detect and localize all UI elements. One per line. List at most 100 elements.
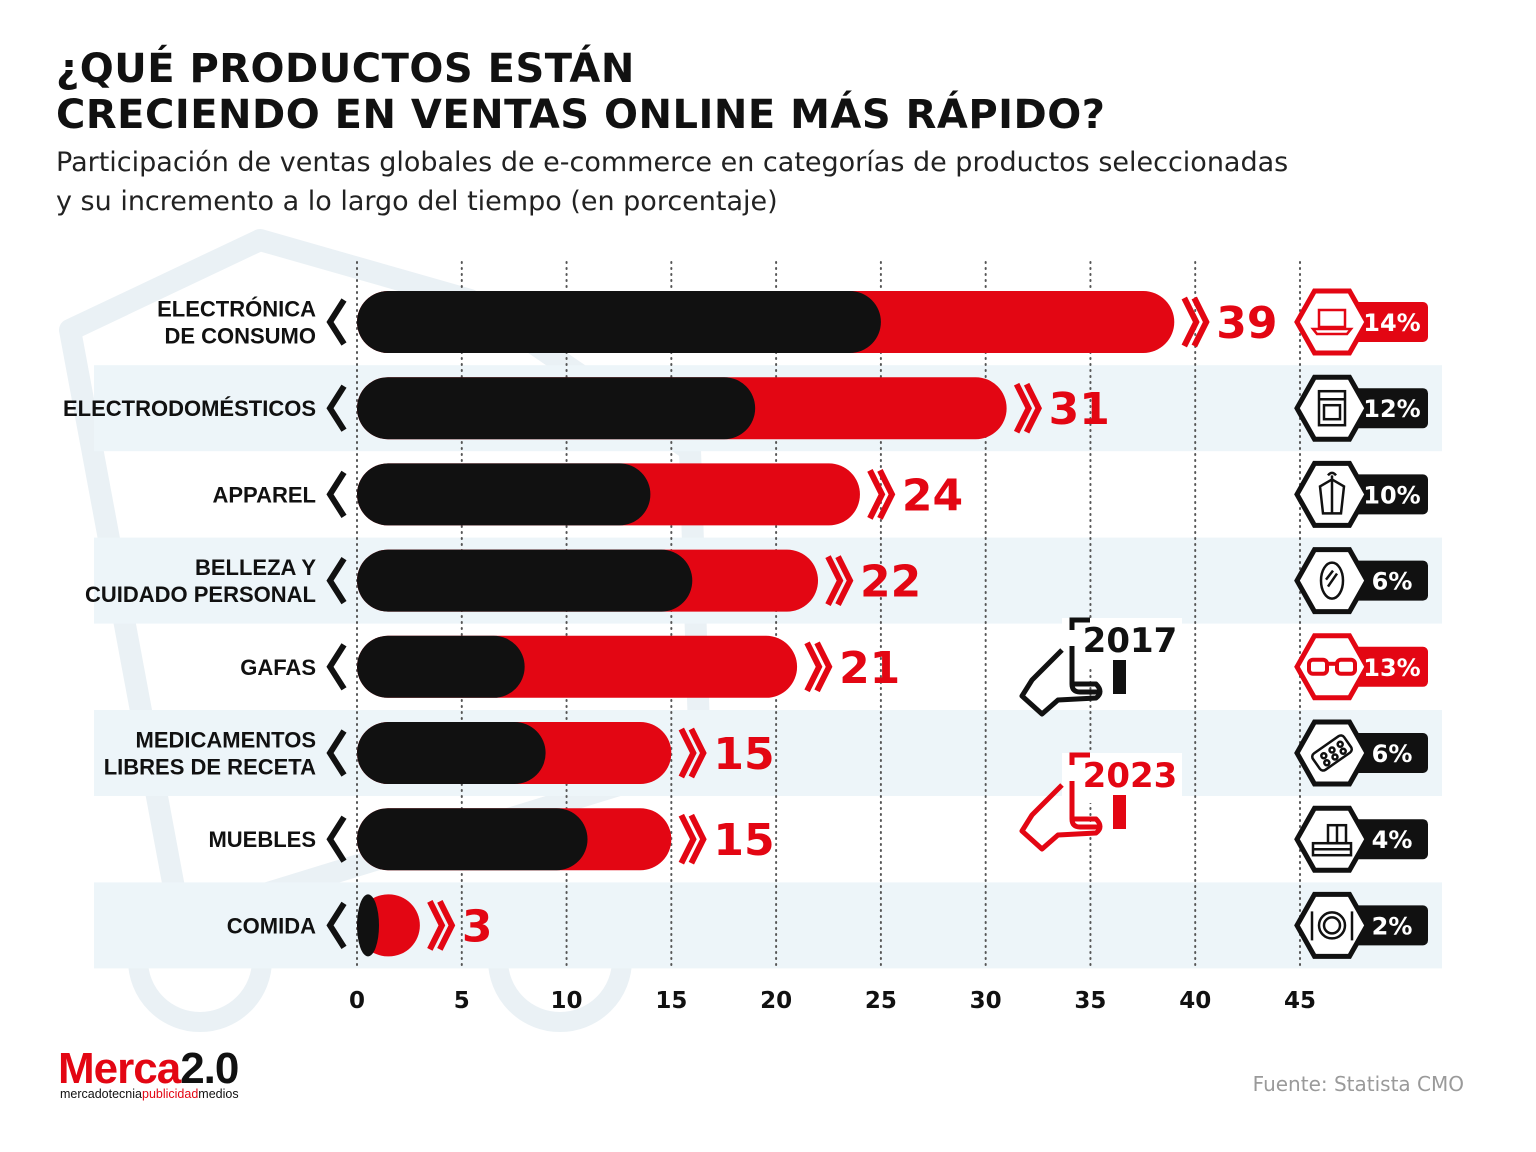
value-labels: 39 31 24 22 21 15 15 3 <box>427 296 1278 952</box>
category-label: APPAREL <box>213 482 317 507</box>
value-label: 15 <box>713 729 774 780</box>
category-label-line: MEDICAMENTOS <box>136 728 317 753</box>
subtitle-line-2: y su incremento a lo largo del tiempo (e… <box>56 186 778 217</box>
chevron-left-icon <box>326 815 347 863</box>
title-line-2: CRECIENDO EN VENTAS ONLINE MÁS RÁPIDO? <box>56 92 1106 138</box>
x-tick-label: 30 <box>970 988 1002 1014</box>
robe-icon <box>1318 471 1346 515</box>
legend-label: 2023 <box>1083 756 1178 796</box>
increase-label: 6% <box>1372 568 1413 596</box>
value-label: 39 <box>1216 298 1277 349</box>
legend-swatch <box>1113 660 1126 694</box>
increase-badge: 6% <box>1294 547 1428 615</box>
increase-label: 13% <box>1363 654 1420 682</box>
stove-icon <box>1317 389 1347 427</box>
category-label-line: APPAREL <box>213 482 317 507</box>
category-label-line: BELLEZA Y <box>195 555 316 580</box>
x-tick-label: 35 <box>1074 988 1106 1014</box>
furniture-icon <box>1311 823 1353 857</box>
chevron-right-icon <box>1181 296 1210 348</box>
x-tick-label: 20 <box>760 988 792 1014</box>
source-note: Fuente: Statista CMO <box>1252 1072 1464 1096</box>
logo-tagline-1: mercadotecnia <box>60 1087 142 1101</box>
legend-item: 2017 <box>1019 617 1182 717</box>
category-label-line: ELECTRÓNICA <box>157 297 316 322</box>
hexagon <box>1294 374 1370 442</box>
category-label-line: ELECTRODOMÉSTICOS <box>63 396 316 421</box>
chevron-right-icon <box>427 900 456 951</box>
value-label: 24 <box>902 470 963 521</box>
hand-icon <box>1019 648 1103 717</box>
chevron-left-icon <box>326 729 347 777</box>
logo-tagline: mercadotecniapublicidadmedios <box>60 1087 239 1101</box>
value-label: 3 <box>462 901 493 952</box>
increase-badge: 14% <box>1294 288 1428 356</box>
chevron-right-icon <box>804 641 833 693</box>
increase-badge: 4% <box>1294 805 1428 873</box>
category-label-line: CUIDADO PERSONAL <box>85 582 316 607</box>
legend: 2017 2023 <box>1019 617 1182 852</box>
logo-tagline-2: publicidad <box>142 1087 199 1101</box>
chevron-right-icon <box>867 469 896 520</box>
category-label: COMIDA <box>227 913 316 938</box>
category-label: MEDICAMENTOS LIBRES DE RECETA <box>104 728 316 780</box>
increase-badge: 6% <box>1294 719 1428 787</box>
subtitle-line-1: Participación de ventas globales de e-co… <box>56 147 1289 178</box>
plate-icon <box>1310 911 1354 941</box>
hexagon <box>1294 633 1370 701</box>
logo-merca: Merca <box>58 1044 181 1093</box>
chevron-left-icon <box>326 470 347 519</box>
bar-2017 <box>357 894 379 957</box>
increase-badge: 10% <box>1294 460 1428 528</box>
legend-card <box>1062 753 1182 803</box>
value-label: 22 <box>860 557 921 608</box>
x-tick-label: 10 <box>551 988 583 1014</box>
mirror-icon <box>1319 561 1345 600</box>
chevron-left-icon <box>326 556 347 605</box>
legend-item: 2023 <box>1019 752 1182 852</box>
increase-label: 6% <box>1372 740 1413 768</box>
category-label: MUEBLES <box>208 827 316 852</box>
increase-badge: 2% <box>1294 891 1428 959</box>
category-label: ELECTRODOMÉSTICOS <box>63 396 316 421</box>
increase-badge: 12% <box>1294 374 1428 442</box>
chevron-right-icon <box>678 727 707 779</box>
chart-subtitle: Participación de ventas globales de e-co… <box>56 143 1288 221</box>
chevron-right-icon <box>1013 382 1042 434</box>
row-band <box>94 882 1442 969</box>
category-label: GAFAS <box>240 655 316 680</box>
chevron-left-icon <box>326 901 347 950</box>
hexagon <box>1294 805 1370 873</box>
increase-label: 12% <box>1363 395 1420 423</box>
legend-swatch <box>1113 795 1126 829</box>
category-label-line: COMIDA <box>227 913 316 938</box>
category-labels: ELECTRÓNICA DE CONSUMO ELECTRODOMÉSTICOS AP… <box>63 297 347 950</box>
row-band <box>94 710 1442 796</box>
chevron-left-icon <box>326 384 347 432</box>
x-tick-label: 45 <box>1284 988 1316 1014</box>
title-line-1: ¿QUÉ PRODUCTOS ESTÁN <box>56 46 635 92</box>
logo-version: 2.0 <box>180 1044 239 1093</box>
bar-2017 <box>357 377 756 440</box>
hexagon <box>1294 891 1370 959</box>
bar-2017 <box>357 808 588 871</box>
increase-badges: 14% 12% 10% 6% 13% 6% 4% 2% <box>1294 288 1428 959</box>
legend-label: 2017 <box>1083 621 1178 661</box>
bar-2017 <box>357 635 525 698</box>
hand-icon <box>1019 783 1103 852</box>
x-tick-label: 40 <box>1179 988 1211 1014</box>
category-label: ELECTRÓNICA DE CONSUMO <box>157 297 316 349</box>
pill-pack-icon <box>1311 734 1353 772</box>
value-label: 15 <box>713 815 774 866</box>
value-label: 31 <box>1049 384 1110 435</box>
chart-title: ¿QUÉ PRODUCTOS ESTÁN CRECIENDO EN VENTAS… <box>56 46 1105 138</box>
chevron-left-icon <box>326 298 347 346</box>
bar-2017 <box>357 463 651 526</box>
chevron-right-icon <box>678 813 707 865</box>
increase-label: 4% <box>1372 826 1413 854</box>
increase-label: 14% <box>1363 309 1420 337</box>
category-label-line: GAFAS <box>240 655 316 680</box>
laptop-icon <box>1310 308 1354 336</box>
